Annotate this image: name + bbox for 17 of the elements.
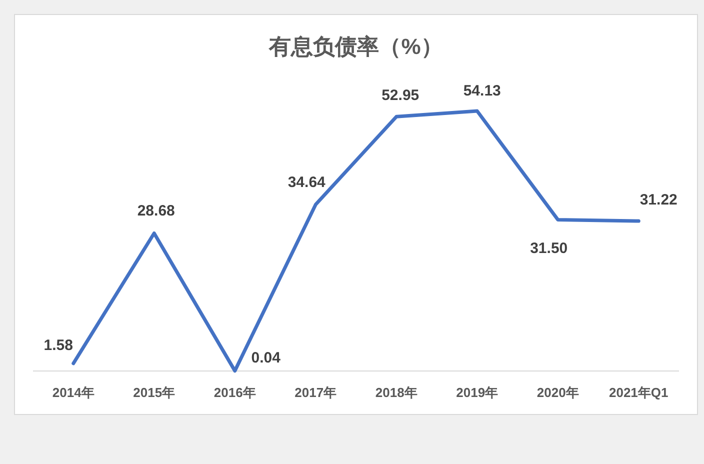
x-tick-label: 2015年 [133,385,176,400]
data-label: 54.13 [463,82,501,100]
data-label: 52.95 [382,87,420,104]
x-tick-label: 2014年 [52,385,94,400]
data-label: 34.64 [288,174,326,192]
data-label: 28.68 [137,202,175,220]
chart-title: 有息负债率（%） [268,34,443,59]
x-tick-label: 2020年 [536,385,579,400]
x-tick-label: 2019年 [456,385,498,400]
x-tick-label: 2021年Q1 [608,385,668,400]
x-tick-label: 2017年 [294,385,337,400]
data-label: 31.22 [640,192,678,209]
x-tick-label: 2016年 [214,385,256,400]
data-label: 31.50 [530,240,568,258]
x-tick-label: 2018年 [375,385,418,400]
data-label: 0.04 [251,349,282,366]
data-label: 1.58 [44,336,73,354]
